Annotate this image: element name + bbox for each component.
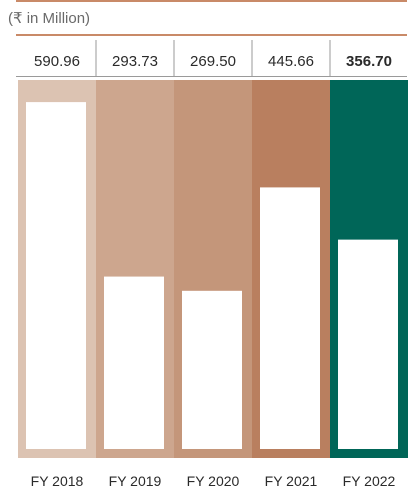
bar xyxy=(260,187,320,449)
top-rule xyxy=(16,0,407,2)
x-tick-label: FY 2021 xyxy=(265,473,318,489)
value-row-rule xyxy=(16,76,407,77)
x-tick-label: FY 2018 xyxy=(31,473,84,489)
bar xyxy=(338,239,398,449)
unit-label: (₹ in Million) xyxy=(8,10,91,27)
value-label: 269.50 xyxy=(190,53,236,70)
x-tick-label: FY 2022 xyxy=(343,473,396,489)
value-label: 356.70 xyxy=(346,53,392,70)
bar xyxy=(104,276,164,449)
bar xyxy=(182,290,242,449)
x-tick-label: FY 2020 xyxy=(187,473,240,489)
value-label: 445.66 xyxy=(268,53,314,70)
bar xyxy=(26,102,86,450)
header-rule xyxy=(16,34,407,36)
value-label: 590.96 xyxy=(34,53,80,70)
x-tick-label: FY 2019 xyxy=(109,473,162,489)
value-label: 293.73 xyxy=(112,53,158,70)
